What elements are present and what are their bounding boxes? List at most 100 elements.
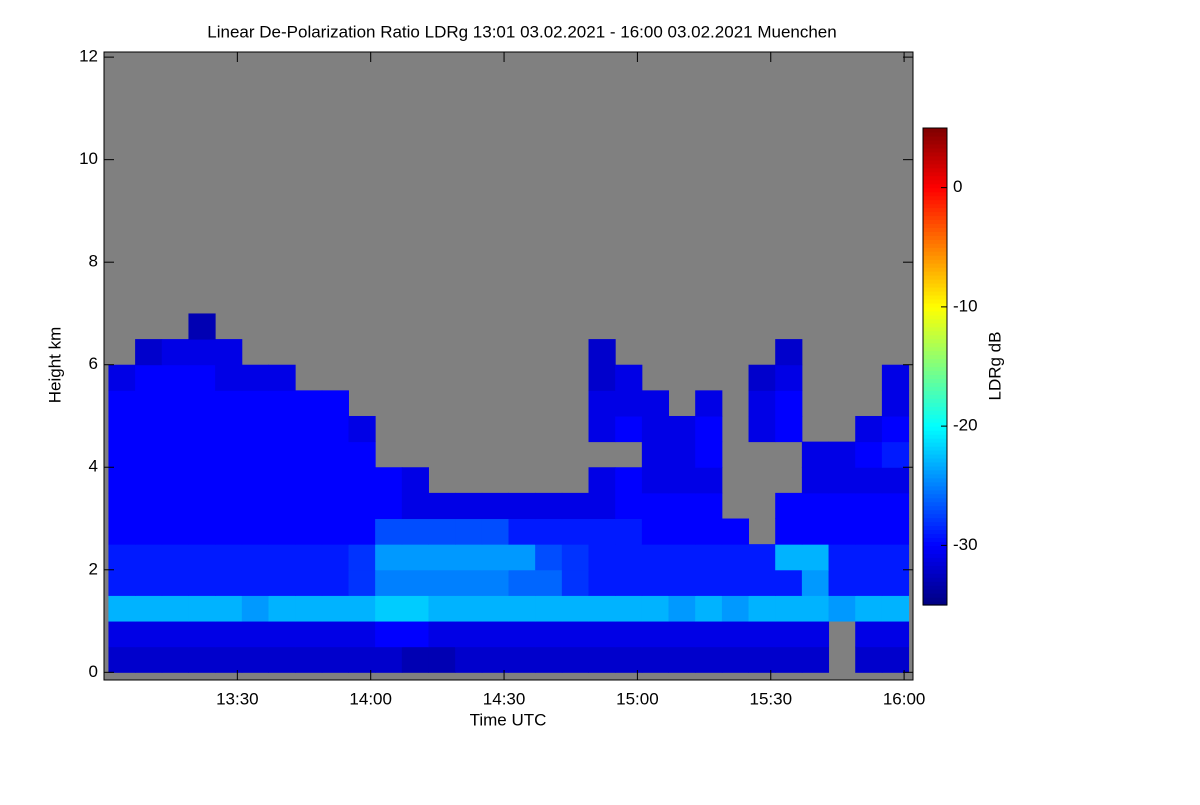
heatmap-cell	[268, 518, 296, 545]
heatmap-cell	[508, 492, 536, 520]
heatmap-cell	[588, 467, 616, 494]
heatmap-cell	[161, 364, 189, 391]
colorbar-segment	[923, 505, 947, 511]
heatmap-cell	[881, 441, 910, 468]
heatmap-cell	[615, 390, 643, 417]
heatmap-cell	[321, 569, 349, 596]
colorbar-segment	[923, 151, 947, 157]
heatmap-cell	[855, 518, 883, 545]
heatmap-cell	[348, 646, 376, 673]
colorbar-segment	[923, 378, 947, 383]
colorbar-segment	[923, 422, 947, 427]
colorbar-segment	[923, 334, 947, 340]
heatmap-cell	[668, 492, 696, 520]
heatmap-cell	[295, 415, 323, 443]
heatmap-cell	[721, 595, 750, 622]
colorbar-segment	[923, 279, 947, 284]
heatmap-cell	[268, 364, 296, 391]
heatmap-cell	[881, 569, 910, 596]
heatmap-cell	[801, 569, 830, 596]
heatmap-cell	[881, 621, 910, 648]
colorbar-segment	[923, 235, 947, 240]
colorbar-segment	[923, 139, 947, 145]
heatmap-cell	[241, 390, 269, 417]
colorbar-segment	[923, 354, 947, 360]
heatmap-cell	[455, 595, 483, 622]
heatmap-cell	[588, 544, 616, 571]
colorbar-tick-label: 0	[953, 177, 962, 196]
colorbar-segment	[923, 406, 947, 411]
heatmap-cell	[215, 544, 243, 571]
colorbar-segment	[923, 366, 947, 372]
heatmap-cell	[455, 569, 483, 596]
colorbar-segment	[923, 326, 947, 332]
colorbar-segment	[923, 350, 947, 356]
heatmap-cell	[481, 595, 509, 622]
heatmap-cell	[401, 595, 429, 622]
heatmap-cell	[748, 569, 776, 596]
colorbar-segment	[923, 247, 947, 252]
heatmap-cell	[401, 492, 429, 520]
heatmap-cell	[241, 364, 269, 391]
colorbar-segment	[923, 497, 947, 503]
heatmap-cell	[161, 492, 189, 520]
x-tick-label: 14:30	[483, 689, 526, 708]
heatmap-cell	[721, 544, 750, 571]
heatmap-cell	[588, 390, 616, 417]
heatmap-cell	[215, 467, 243, 494]
heatmap-cell	[108, 492, 136, 520]
colorbar-segment	[923, 557, 947, 562]
heatmap-cell	[188, 544, 216, 571]
heatmap-cell	[295, 621, 323, 648]
heatmap-cell	[801, 518, 830, 545]
heatmap-cell	[428, 621, 456, 648]
heatmap-cell	[268, 646, 296, 673]
x-tick-label: 14:00	[349, 689, 392, 708]
heatmap-cell	[641, 441, 670, 468]
x-tick-label: 15:30	[749, 689, 792, 708]
colorbar-segment	[923, 223, 947, 228]
heatmap-cell	[588, 415, 616, 443]
heatmap-cell	[188, 595, 216, 622]
heatmap-cell	[748, 364, 776, 391]
heatmap-cell	[588, 339, 616, 366]
heatmap-cell	[881, 544, 910, 571]
heatmap-cell	[161, 595, 189, 622]
heatmap-cell	[348, 441, 376, 468]
heatmap-cell	[828, 544, 856, 571]
heatmap-cell	[108, 467, 136, 494]
colorbar-segment	[923, 271, 947, 276]
heatmap-cell	[215, 441, 243, 468]
heatmap-cell	[615, 518, 643, 545]
heatmap-cell	[215, 621, 243, 648]
heatmap-cell	[348, 415, 376, 443]
heatmap-cell	[455, 646, 483, 673]
heatmap-cell	[561, 595, 590, 622]
colorbar-segment	[923, 159, 947, 165]
heatmap-cell	[561, 646, 590, 673]
heatmap-cell	[588, 518, 616, 545]
heatmap-cell	[561, 569, 590, 596]
heatmap-cell	[215, 364, 243, 391]
heatmap-cell	[695, 390, 723, 417]
heatmap-cell	[588, 595, 616, 622]
heatmap-cell	[695, 646, 723, 673]
heatmap-cell	[215, 492, 243, 520]
heatmap-cell	[801, 492, 830, 520]
colorbar-segment	[923, 434, 947, 439]
colorbar-segment	[923, 267, 947, 272]
heatmap-cell	[695, 595, 723, 622]
heatmap-cell	[321, 467, 349, 494]
heatmap-cell	[615, 544, 643, 571]
colorbar-segment	[923, 477, 947, 483]
heatmap-cell	[641, 646, 670, 673]
heatmap-cell	[108, 544, 136, 571]
heatmap-cell	[721, 646, 750, 673]
heatmap-cell	[801, 646, 830, 673]
heatmap-cell	[695, 441, 723, 468]
colorbar-segment	[923, 143, 947, 149]
colorbar-segment	[923, 302, 947, 308]
heatmap-cell	[828, 492, 856, 520]
colorbar-segment	[923, 585, 947, 590]
colorbar-segment	[923, 410, 947, 415]
